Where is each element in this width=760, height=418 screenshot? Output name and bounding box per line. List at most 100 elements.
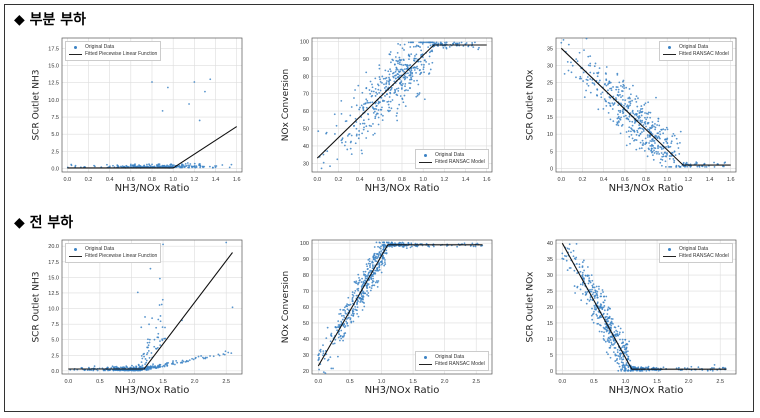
- data-point: [601, 91, 604, 94]
- data-point: [617, 369, 620, 372]
- data-point: [596, 301, 599, 304]
- data-point: [340, 337, 343, 340]
- data-point: [408, 74, 411, 77]
- data-point: [628, 340, 631, 343]
- y-tick-label: 25: [547, 289, 553, 295]
- data-point: [376, 257, 379, 260]
- data-point: [375, 241, 378, 244]
- data-point: [644, 143, 647, 146]
- data-point: [419, 46, 421, 48]
- data-point: [155, 347, 157, 350]
- data-point: [413, 79, 415, 82]
- data-point: [352, 320, 355, 323]
- data-point: [150, 352, 153, 354]
- data-point: [129, 369, 132, 372]
- data-point: [620, 368, 622, 371]
- plot-frame: [61, 37, 243, 173]
- data-point: [367, 262, 370, 265]
- data-point: [401, 69, 404, 72]
- legend-line-label: Fitted RANSAC Model: [435, 159, 485, 165]
- data-point: [387, 110, 390, 113]
- data-point: [408, 82, 411, 85]
- data-point: [360, 281, 363, 283]
- legend-marker-dot: [424, 356, 427, 359]
- data-point: [415, 95, 418, 98]
- data-point: [124, 369, 127, 372]
- data-point: [600, 304, 603, 306]
- data-point: [346, 303, 348, 305]
- data-point: [377, 88, 380, 91]
- data-point: [337, 336, 340, 339]
- data-point: [613, 326, 616, 328]
- data-point: [387, 70, 390, 73]
- data-point: [587, 64, 590, 67]
- data-point: [672, 158, 675, 160]
- data-point: [581, 271, 584, 274]
- data-point: [407, 89, 409, 92]
- data-point: [161, 339, 164, 342]
- data-point: [631, 137, 634, 140]
- data-point: [375, 113, 378, 116]
- data-point: [713, 165, 716, 168]
- data-point: [394, 70, 397, 73]
- data-point: [362, 292, 365, 295]
- data-point: [615, 98, 618, 101]
- data-point: [341, 318, 344, 321]
- data-point: [206, 356, 208, 359]
- data-point: [140, 354, 143, 357]
- data-point: [218, 354, 221, 357]
- data-point: [713, 161, 715, 164]
- data-point: [356, 301, 359, 304]
- x-tick-label: 1.2: [191, 177, 199, 183]
- data-point: [616, 73, 619, 76]
- data-point: [398, 103, 401, 106]
- data-point: [615, 359, 618, 361]
- data-point: [137, 364, 140, 367]
- data-point: [180, 164, 183, 167]
- data-point: [395, 66, 398, 69]
- data-point: [598, 288, 600, 290]
- data-point: [595, 308, 597, 311]
- data-point: [622, 341, 624, 344]
- data-point: [330, 332, 333, 335]
- data-point: [574, 258, 577, 261]
- data-point: [369, 289, 372, 292]
- data-point: [575, 263, 578, 265]
- data-point: [330, 367, 333, 370]
- y-axis-label: SCR Outlet NOx: [525, 69, 535, 141]
- data-point: [356, 303, 358, 306]
- data-point: [159, 340, 161, 342]
- data-point: [369, 92, 372, 95]
- x-tick-label: 2.0: [685, 379, 693, 385]
- data-point: [189, 163, 192, 165]
- fitted-line: [561, 242, 727, 370]
- data-point: [153, 338, 156, 341]
- data-point: [377, 269, 380, 272]
- data-point: [398, 74, 401, 77]
- data-point: [397, 42, 399, 45]
- data-point: [581, 266, 584, 269]
- data-point: [325, 131, 328, 134]
- x-tick-label: 1.4: [212, 177, 220, 183]
- data-point: [607, 111, 610, 114]
- data-point: [362, 106, 365, 109]
- data-point: [611, 318, 614, 320]
- data-point: [623, 104, 625, 107]
- data-point: [378, 266, 381, 269]
- data-point: [374, 117, 377, 120]
- data-point: [644, 137, 647, 140]
- data-point: [381, 75, 384, 78]
- chart-canvas: 0.0 0.5 1.0 1.5 2.0 2.5 0.0 2.5 5.0 7.5 10.0 12.5 15…: [48, 239, 243, 385]
- data-point: [665, 145, 667, 148]
- plot-frame: [555, 37, 737, 173]
- data-point: [637, 127, 640, 130]
- data-point: [360, 293, 363, 296]
- data-point: [375, 255, 378, 258]
- data-point: [573, 269, 576, 272]
- data-point: [696, 165, 699, 168]
- data-point: [561, 252, 564, 255]
- data-point: [337, 355, 339, 358]
- data-point: [145, 361, 148, 364]
- data-point: [641, 107, 644, 110]
- data-point: [371, 260, 374, 263]
